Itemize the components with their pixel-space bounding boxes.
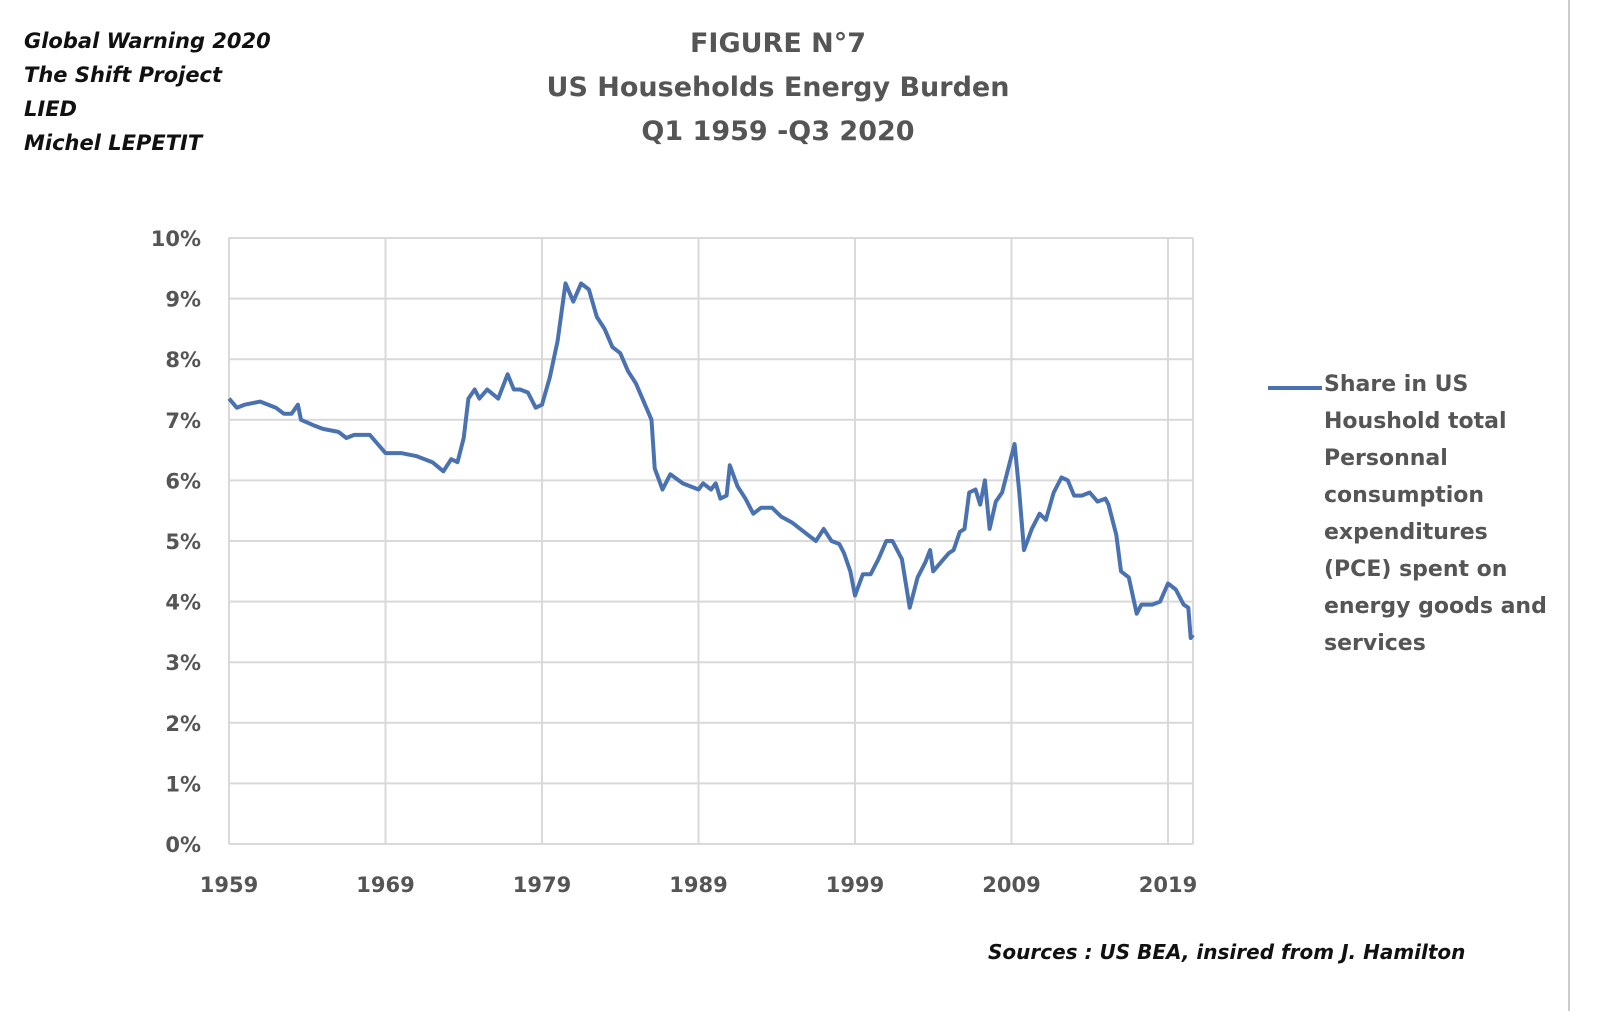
title-line-1: FIGURE N°7: [689, 28, 867, 59]
y-tick-label: 9%: [165, 288, 201, 312]
y-tick-label: 3%: [165, 651, 201, 675]
series: [227, 281, 1195, 640]
legend-label: Share in US Houshold total Personnal con…: [1324, 372, 1547, 656]
series-line: [227, 281, 1195, 640]
y-tick-label: 1%: [165, 772, 201, 796]
y-tick-label: 10%: [151, 227, 201, 251]
x-tick-label: 1979: [513, 873, 571, 897]
y-tick-label: 7%: [165, 409, 201, 433]
credits: Global Warning 2020 The Shift Project LI…: [24, 24, 271, 160]
source-note: Sources : US BEA, insired from J. Hamilt…: [988, 940, 1466, 964]
y-tick-label: 8%: [165, 348, 201, 372]
credit-line: The Shift Project: [24, 63, 223, 87]
x-tick-label: 1959: [200, 873, 258, 897]
window-edge: [1568, 0, 1600, 1011]
title-line-2: US Households Energy Burden: [546, 72, 1010, 103]
y-tick-label: 2%: [165, 712, 201, 736]
x-tick-label: 1989: [669, 873, 727, 897]
title-line-3: Q1 1959 -Q3 2020: [641, 116, 915, 147]
grid: [228, 237, 1194, 845]
y-tick-label: 0%: [165, 833, 201, 857]
y-tick-label: 5%: [165, 530, 201, 554]
legend-swatch: [1268, 386, 1322, 390]
x-tick-label: 2019: [1139, 873, 1197, 897]
credit-line: Michel LEPETIT: [24, 131, 203, 155]
credit-line: Global Warning 2020: [24, 29, 271, 53]
chart-title: FIGURE N°7 US Households Energy Burden Q…: [478, 22, 1078, 154]
x-tick-label: 1969: [356, 873, 414, 897]
tick-labels: 0% 1% 2% 3% 4% 5% 6% 7% 8% 9% 10% 1959 1969 1979 1989 1…: [151, 227, 1197, 897]
y-tick-label: 4%: [165, 591, 201, 615]
credit-line: LIED: [24, 97, 77, 121]
x-tick-label: 2009: [982, 873, 1040, 897]
y-tick-label: 6%: [165, 469, 201, 493]
x-tick-label: 1999: [826, 873, 884, 897]
